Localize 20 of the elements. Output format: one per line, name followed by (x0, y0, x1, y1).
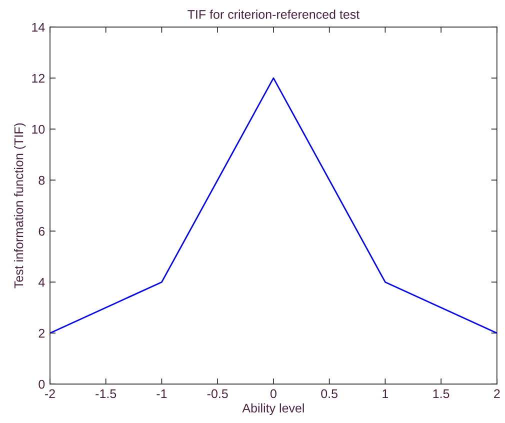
x-tick-label: -0.5 (207, 389, 228, 398)
y-tick-label: 0 (38, 380, 45, 389)
y-tick-label: 10 (32, 124, 45, 134)
x-tick-label: 2 (494, 389, 500, 398)
x-tick-label: 0.5 (321, 389, 338, 398)
x-tick-label: -2 (44, 389, 55, 398)
y-tick-label: 12 (32, 74, 45, 83)
x-tick-label: -1 (156, 389, 167, 398)
x-tick-label: -1.5 (96, 389, 116, 398)
y-axis-title: Test information function (TIF) (14, 123, 26, 288)
x-axis-title: Ability level (242, 403, 304, 416)
y-tick-label: 6 (38, 226, 45, 236)
y-tick-label: 8 (38, 176, 45, 185)
y-tick-label: 14 (32, 23, 45, 32)
y-tick-label: 2 (38, 328, 45, 338)
x-tick-label: 0 (270, 389, 276, 398)
x-tick-label: 1 (382, 389, 388, 398)
x-tick-label: 1.5 (433, 389, 450, 398)
chart-title: TIF for criterion-referenced test (188, 10, 360, 19)
y-tick-label: 4 (38, 278, 45, 287)
